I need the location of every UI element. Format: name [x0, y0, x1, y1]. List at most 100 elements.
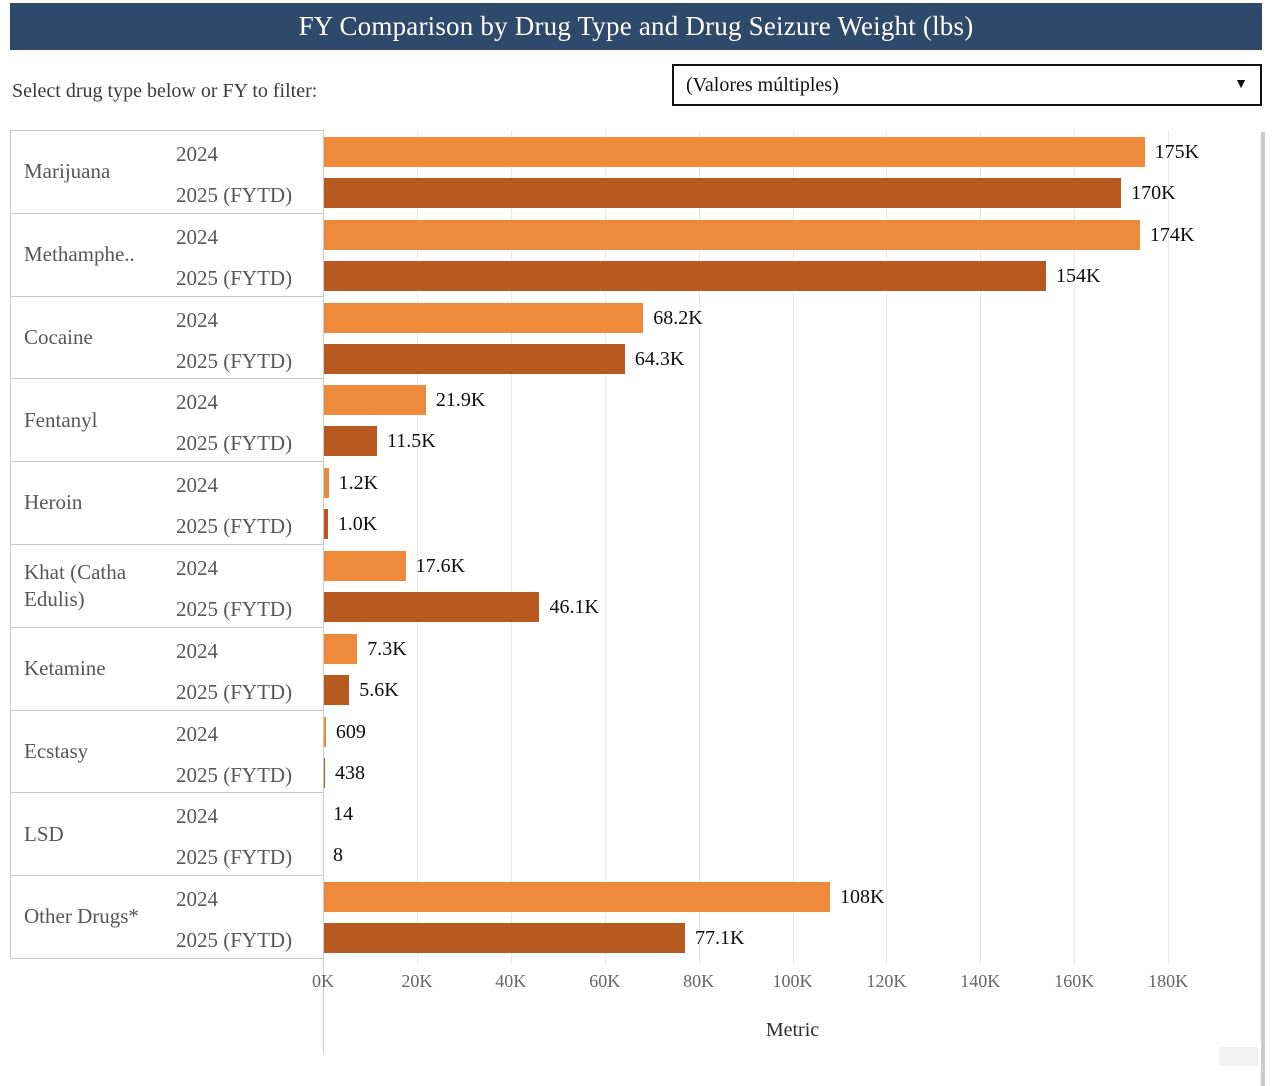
- year-label[interactable]: 2025 (FYTD): [176, 183, 293, 207]
- plot-area: 175K 170K 174K 154K 68.2K 64.3K 21.9K 11.5K 1.2K…: [323, 130, 1262, 964]
- category-row: Marijuana 2024 2025 (FYTD): [11, 131, 324, 214]
- bar-value-label: 8: [333, 844, 344, 867]
- filter-instruction-label: Select drug type below or FY to filter:: [12, 80, 318, 102]
- category-label[interactable]: LSD: [24, 821, 64, 846]
- gridline: [1168, 130, 1170, 964]
- x-tick-label: 0K: [312, 971, 334, 991]
- gridline: [416, 130, 418, 964]
- year-label[interactable]: 2025 (FYTD): [176, 679, 293, 704]
- bar-value-label: 1.0K: [337, 513, 378, 536]
- category-row: Khat (Catha Edulis) 2024 2025 (FYTD): [11, 545, 324, 628]
- year-label[interactable]: 2025 (FYTD): [176, 514, 293, 539]
- bar[interactable]: [323, 178, 1122, 208]
- bar[interactable]: [323, 716, 326, 747]
- bar[interactable]: [323, 385, 426, 416]
- x-tick-label: 140K: [960, 971, 1001, 991]
- bar[interactable]: [323, 592, 540, 622]
- x-axis-title: Metric: [765, 1019, 820, 1041]
- year-label[interactable]: 2025 (FYTD): [176, 928, 293, 953]
- category-label[interactable]: Ketamine: [24, 656, 106, 681]
- year-label[interactable]: 2024: [176, 473, 218, 498]
- category-label[interactable]: Other Drugs*: [24, 904, 139, 929]
- bar-value-label: 46.1K: [549, 596, 599, 618]
- bar[interactable]: [323, 923, 685, 954]
- x-tick-label: 40K: [495, 971, 527, 991]
- category-row: Cocaine 2024 2025 (FYTD): [11, 297, 324, 380]
- title-bar: FY Comparison by Drug Type and Drug Seiz…: [10, 3, 1262, 50]
- category-label[interactable]: Ecstasy: [24, 738, 89, 763]
- category-label[interactable]: Cocaine: [24, 324, 93, 349]
- bar-value-label: 17.6K: [415, 555, 466, 577]
- bar-value-label: 5.6K: [359, 678, 399, 701]
- year-label[interactable]: 2024: [176, 721, 218, 746]
- horizontal-scrollbar-thumb[interactable]: [1219, 1047, 1258, 1066]
- gridline: [604, 130, 606, 964]
- bar[interactable]: [323, 757, 326, 788]
- gridline: [792, 130, 794, 964]
- year-label[interactable]: 2024: [176, 556, 218, 580]
- bar[interactable]: [323, 551, 406, 581]
- x-axis: 0K 20K 40K 60K 80K 100K 120K 140K 160K 180K: [312, 971, 1262, 995]
- year-label[interactable]: 2024: [176, 804, 218, 829]
- bar[interactable]: [323, 674, 350, 705]
- category-label[interactable]: Marijuana: [24, 159, 111, 184]
- year-label[interactable]: 2024: [176, 224, 218, 249]
- bar[interactable]: [323, 219, 1140, 250]
- bar-value-label: 154K: [1056, 264, 1101, 287]
- bar[interactable]: [323, 633, 358, 664]
- bar[interactable]: [323, 137, 1145, 167]
- x-tick-label: 80K: [683, 971, 715, 991]
- year-label[interactable]: 2025 (FYTD): [176, 597, 293, 621]
- year-label[interactable]: 2025 (FYTD): [176, 348, 293, 373]
- year-label[interactable]: 2025 (FYTD): [176, 431, 293, 456]
- gridline: [698, 130, 700, 964]
- dropdown-selected-value: (Valores múltiples): [686, 73, 839, 96]
- x-tick-label: 180K: [1148, 971, 1189, 991]
- vertical-scrollbar[interactable]: [1261, 132, 1265, 1086]
- bar[interactable]: [323, 882, 831, 913]
- category-label[interactable]: Heroin: [24, 490, 83, 515]
- bar-value-label: 609: [335, 720, 366, 743]
- bar-value-label: 68.2K: [653, 306, 703, 329]
- page-title: FY Comparison by Drug Type and Drug Seiz…: [298, 11, 974, 41]
- gridline: [886, 130, 888, 964]
- year-label[interactable]: 2025 (FYTD): [176, 762, 293, 787]
- year-label[interactable]: 2024: [176, 887, 218, 912]
- bar-value-label: 64.3K: [634, 347, 685, 370]
- category-row: Methamphe.. 2024 2025 (FYTD): [11, 214, 324, 297]
- year-label[interactable]: 2024: [176, 142, 218, 166]
- year-label[interactable]: 2024: [176, 638, 218, 663]
- category-label[interactable]: Khat (Catha Edulis): [24, 559, 127, 611]
- bar[interactable]: [323, 260, 1047, 291]
- category-row: Ketamine 2024 2025 (FYTD): [11, 628, 324, 711]
- category-row: Ecstasy 2024 2025 (FYTD): [11, 711, 324, 794]
- year-label[interactable]: 2024: [176, 307, 218, 332]
- bar-value-label: 11.5K: [386, 430, 436, 453]
- bar[interactable]: [323, 343, 625, 374]
- gridline: [510, 130, 512, 964]
- category-label[interactable]: Methamphe..: [24, 242, 135, 267]
- category-row: LSD 2024 2025 (FYTD): [11, 793, 324, 877]
- category-row: Heroin 2024 2025 (FYTD): [11, 462, 324, 545]
- gridline: [1074, 130, 1076, 964]
- drug-type-filter-dropdown[interactable]: (Valores múltiples) ▼: [672, 64, 1262, 106]
- x-tick-label: 20K: [401, 971, 433, 991]
- bar-value-label: 170K: [1131, 182, 1176, 204]
- year-label[interactable]: 2024: [176, 390, 218, 415]
- category-panel: Marijuana 2024 2025 (FYTD) Methamphe.. 2024 2…: [10, 130, 324, 959]
- x-tick-label: 120K: [866, 971, 907, 991]
- gridline: [980, 130, 982, 964]
- bar-value-label: 7.3K: [367, 637, 407, 660]
- bar[interactable]: [323, 426, 377, 457]
- year-label[interactable]: 2025 (FYTD): [176, 265, 293, 290]
- category-row: Fentanyl 2024 2025 (FYTD): [11, 379, 324, 463]
- bar[interactable]: [323, 468, 329, 499]
- bar[interactable]: [323, 302, 644, 333]
- bar-value-label: 438: [335, 761, 366, 784]
- bar-value-label: 14: [333, 803, 354, 826]
- bar[interactable]: [323, 509, 328, 540]
- category-label[interactable]: Fentanyl: [24, 407, 98, 432]
- year-label[interactable]: 2025 (FYTD): [176, 845, 293, 870]
- bar-value-label: 21.9K: [435, 389, 486, 412]
